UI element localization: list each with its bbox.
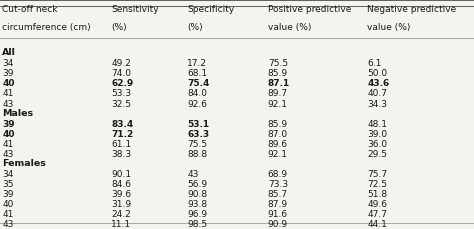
Text: 49.2: 49.2 <box>111 59 131 68</box>
Text: 31.9: 31.9 <box>111 199 131 208</box>
Text: 39.0: 39.0 <box>367 129 387 138</box>
Text: 68.9: 68.9 <box>268 169 288 178</box>
Text: 11.1: 11.1 <box>111 219 131 228</box>
Text: 41: 41 <box>2 89 14 98</box>
Text: 39: 39 <box>2 189 14 198</box>
Text: Females: Females <box>2 158 46 167</box>
Text: 34.3: 34.3 <box>367 99 387 108</box>
Text: 92.1: 92.1 <box>268 149 288 158</box>
Text: 75.5: 75.5 <box>268 59 288 68</box>
Text: 40.7: 40.7 <box>367 89 387 98</box>
Text: 40: 40 <box>2 129 15 138</box>
Text: (%): (%) <box>111 22 127 31</box>
Text: circumference (cm): circumference (cm) <box>2 22 91 31</box>
Text: 44.1: 44.1 <box>367 219 387 228</box>
Text: All: All <box>2 48 16 57</box>
Text: 63.3: 63.3 <box>187 129 210 138</box>
Text: 51.8: 51.8 <box>367 189 387 198</box>
Text: 89.7: 89.7 <box>268 89 288 98</box>
Text: 53.3: 53.3 <box>111 89 131 98</box>
Text: Cut-off neck: Cut-off neck <box>2 5 58 14</box>
Text: 29.5: 29.5 <box>367 149 387 158</box>
Text: 6.1: 6.1 <box>367 59 382 68</box>
Text: 84.6: 84.6 <box>111 179 131 188</box>
Text: 41: 41 <box>2 209 14 218</box>
Text: 75.4: 75.4 <box>187 79 210 88</box>
Text: Males: Males <box>2 108 34 117</box>
Text: 71.2: 71.2 <box>111 129 134 138</box>
Text: value (%): value (%) <box>367 22 411 31</box>
Text: 38.3: 38.3 <box>111 149 131 158</box>
Text: 92.6: 92.6 <box>187 99 207 108</box>
Text: 75.5: 75.5 <box>187 139 207 148</box>
Text: 68.1: 68.1 <box>187 69 207 78</box>
Text: 56.9: 56.9 <box>187 179 207 188</box>
Text: 89.6: 89.6 <box>268 139 288 148</box>
Text: 87.0: 87.0 <box>268 129 288 138</box>
Text: 36.0: 36.0 <box>367 139 387 148</box>
Text: 90.1: 90.1 <box>111 169 131 178</box>
Text: 87.1: 87.1 <box>268 79 290 88</box>
Text: value (%): value (%) <box>268 22 311 31</box>
Text: 40: 40 <box>2 79 15 88</box>
Text: 85.7: 85.7 <box>268 189 288 198</box>
Text: 43: 43 <box>2 99 14 108</box>
Text: Sensitivity: Sensitivity <box>111 5 159 14</box>
Text: 62.9: 62.9 <box>111 79 134 88</box>
Text: 96.9: 96.9 <box>187 209 207 218</box>
Text: 85.9: 85.9 <box>268 119 288 128</box>
Text: 74.0: 74.0 <box>111 69 131 78</box>
Text: 34: 34 <box>2 169 14 178</box>
Text: 72.5: 72.5 <box>367 179 387 188</box>
Text: 34: 34 <box>2 59 14 68</box>
Text: 39.6: 39.6 <box>111 189 131 198</box>
Text: 91.6: 91.6 <box>268 209 288 218</box>
Text: Negative predictive: Negative predictive <box>367 5 456 14</box>
Text: 43.6: 43.6 <box>367 79 390 88</box>
Text: 43: 43 <box>2 149 14 158</box>
Text: 83.4: 83.4 <box>111 119 134 128</box>
Text: 17.2: 17.2 <box>187 59 207 68</box>
Text: 73.3: 73.3 <box>268 179 288 188</box>
Text: 47.7: 47.7 <box>367 209 387 218</box>
Text: 39: 39 <box>2 119 15 128</box>
Text: Specificity: Specificity <box>187 5 235 14</box>
Text: 41: 41 <box>2 139 14 148</box>
Text: 32.5: 32.5 <box>111 99 131 108</box>
Text: 93.8: 93.8 <box>187 199 207 208</box>
Text: 85.9: 85.9 <box>268 69 288 78</box>
Text: 98.5: 98.5 <box>187 219 207 228</box>
Text: 61.1: 61.1 <box>111 139 131 148</box>
Text: 48.1: 48.1 <box>367 119 387 128</box>
Text: 39: 39 <box>2 69 14 78</box>
Text: 35: 35 <box>2 179 14 188</box>
Text: 40: 40 <box>2 199 14 208</box>
Text: 43: 43 <box>187 169 199 178</box>
Text: 90.9: 90.9 <box>268 219 288 228</box>
Text: 49.6: 49.6 <box>367 199 387 208</box>
Text: Positive predictive: Positive predictive <box>268 5 351 14</box>
Text: 24.2: 24.2 <box>111 209 131 218</box>
Text: (%): (%) <box>187 22 203 31</box>
Text: 90.8: 90.8 <box>187 189 207 198</box>
Text: 88.8: 88.8 <box>187 149 207 158</box>
Text: 43: 43 <box>2 219 14 228</box>
Text: 75.7: 75.7 <box>367 169 387 178</box>
Text: 84.0: 84.0 <box>187 89 207 98</box>
Text: 50.0: 50.0 <box>367 69 387 78</box>
Text: 87.9: 87.9 <box>268 199 288 208</box>
Text: 53.1: 53.1 <box>187 119 210 128</box>
Text: 92.1: 92.1 <box>268 99 288 108</box>
